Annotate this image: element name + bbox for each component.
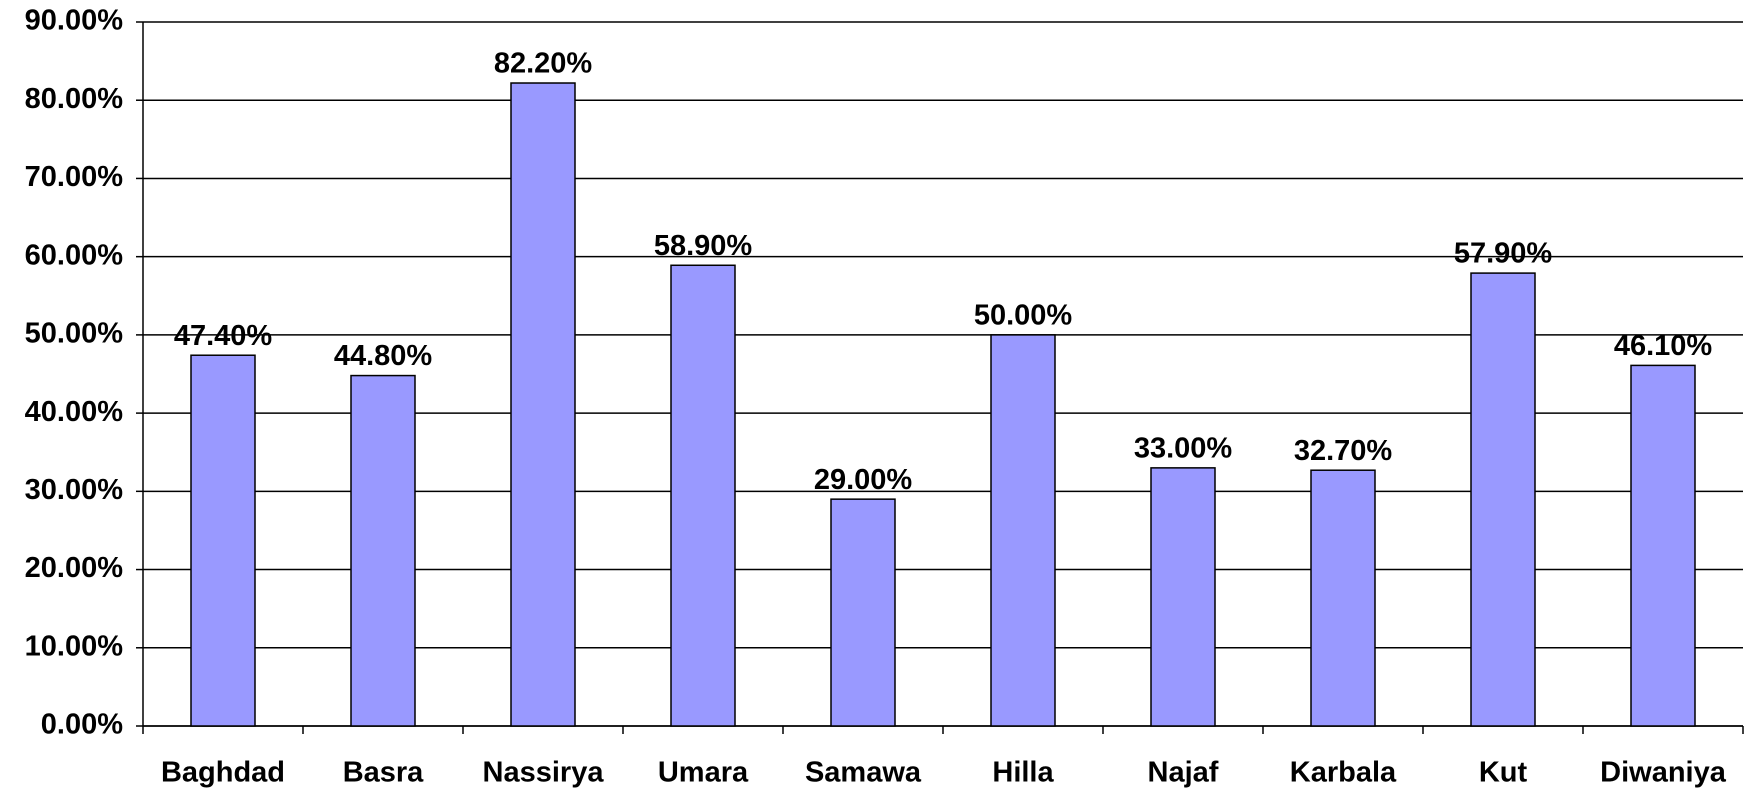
- bar: [1470, 272, 1536, 727]
- x-tick-label: Nassirya: [483, 757, 605, 789]
- bar: [1310, 469, 1376, 727]
- y-tick-label: 40.00%: [25, 396, 124, 428]
- y-tick-label: 10.00%: [25, 630, 124, 662]
- data-label: 57.90%: [1454, 238, 1553, 270]
- x-tick-label: Umara: [658, 757, 749, 789]
- x-tick-label: Samawa: [805, 757, 922, 789]
- y-tick-label: 70.00%: [25, 161, 124, 193]
- data-label: 29.00%: [814, 464, 913, 496]
- x-tick-label: Hilla: [992, 757, 1054, 789]
- x-tick-label: Karbala: [1290, 757, 1397, 789]
- bar: [990, 334, 1056, 727]
- data-label: 32.70%: [1294, 435, 1393, 467]
- y-tick-label: 90.00%: [25, 5, 124, 37]
- bar: [830, 498, 896, 727]
- y-tick-label: 80.00%: [25, 83, 124, 115]
- data-label: 46.10%: [1614, 330, 1713, 362]
- y-tick-label: 20.00%: [25, 552, 124, 584]
- data-label: 82.20%: [494, 48, 593, 80]
- data-label: 47.40%: [174, 320, 273, 352]
- data-label: 44.80%: [334, 340, 433, 372]
- data-label: 33.00%: [1134, 433, 1233, 465]
- x-tick-label: Diwaniya: [1600, 757, 1727, 789]
- bar: [1150, 467, 1216, 727]
- bar: [510, 82, 576, 727]
- y-tick-label: 50.00%: [25, 318, 124, 350]
- bar: [1630, 364, 1696, 727]
- x-tick-label: Baghdad: [161, 757, 285, 789]
- y-tick-label: 30.00%: [25, 474, 124, 506]
- data-label: 50.00%: [974, 300, 1073, 332]
- data-label: 58.90%: [654, 230, 753, 262]
- bar: [350, 374, 416, 727]
- x-tick-label: Basra: [343, 757, 424, 789]
- y-tick-label: 60.00%: [25, 239, 124, 271]
- bar: [190, 354, 256, 727]
- bar: [670, 264, 736, 727]
- y-tick-label: 0.00%: [41, 709, 123, 741]
- x-tick-label: Najaf: [1148, 757, 1219, 789]
- x-tick-label: Kut: [1479, 757, 1528, 789]
